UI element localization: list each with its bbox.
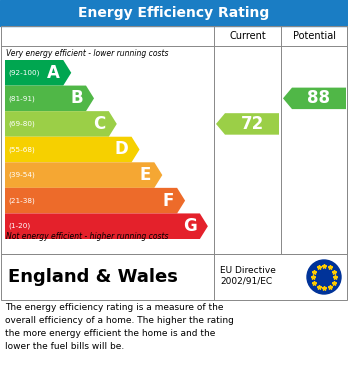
Bar (1, 26, 347, 254)
Text: Not energy efficient - higher running costs: Not energy efficient - higher running co… (6, 232, 168, 241)
Polygon shape (5, 162, 162, 188)
Text: (92-100): (92-100) (8, 70, 39, 76)
Text: A: A (47, 64, 60, 82)
Text: Very energy efficient - lower running costs: Very energy efficient - lower running co… (6, 49, 168, 58)
Text: (39-54): (39-54) (8, 172, 35, 178)
Text: (69-80): (69-80) (8, 121, 35, 127)
Circle shape (307, 260, 341, 294)
Bar (0, 0, 348, 26)
Text: (21-38): (21-38) (8, 197, 35, 204)
Text: Current: Current (229, 31, 266, 41)
Text: Energy Efficiency Rating: Energy Efficiency Rating (78, 6, 270, 20)
Text: G: G (183, 217, 197, 235)
Text: EU Directive
2002/91/EC: EU Directive 2002/91/EC (220, 266, 276, 286)
Text: (1-20): (1-20) (8, 223, 30, 230)
Text: England & Wales: England & Wales (8, 268, 178, 286)
Text: 88: 88 (308, 90, 331, 108)
Text: (55-68): (55-68) (8, 146, 35, 153)
Text: 72: 72 (240, 115, 264, 133)
Polygon shape (216, 113, 279, 135)
Text: D: D (115, 140, 128, 158)
Polygon shape (5, 60, 71, 86)
Text: Potential: Potential (293, 31, 336, 41)
Text: C: C (94, 115, 106, 133)
Polygon shape (5, 137, 140, 162)
Polygon shape (5, 188, 185, 213)
Text: (81-91): (81-91) (8, 95, 35, 102)
Text: E: E (140, 166, 151, 184)
Polygon shape (283, 88, 346, 109)
Polygon shape (5, 111, 117, 137)
Bar (1, 254, 347, 300)
Text: The energy efficiency rating is a measure of the
overall efficiency of a home. T: The energy efficiency rating is a measur… (5, 303, 234, 351)
Polygon shape (5, 86, 94, 111)
Polygon shape (5, 213, 208, 239)
Text: B: B (70, 90, 83, 108)
Text: F: F (163, 192, 174, 210)
